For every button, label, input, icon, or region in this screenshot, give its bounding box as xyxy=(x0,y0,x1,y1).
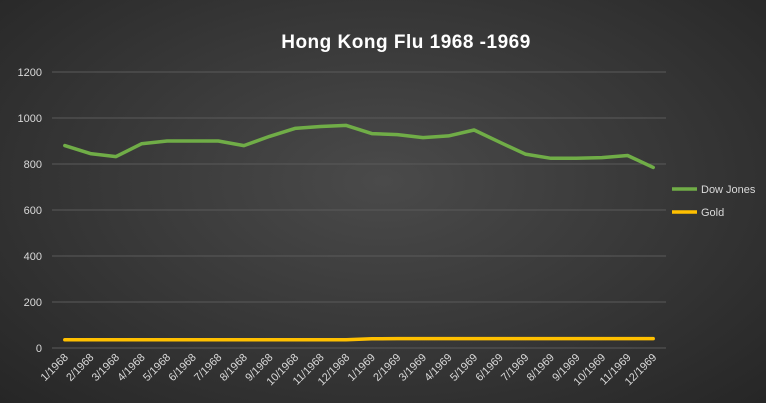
x-tick-label: 7/1968 xyxy=(192,352,224,384)
y-tick-label: 0 xyxy=(36,343,42,355)
x-tick-label: 2/1968 xyxy=(64,352,96,384)
legend-label: Gold xyxy=(701,207,724,219)
x-tick-label: 6/1969 xyxy=(474,352,506,384)
x-axis: 1/19682/19683/19684/19685/19686/19687/19… xyxy=(39,352,660,389)
x-tick-label: 6/1968 xyxy=(167,352,199,384)
x-tick-label: 3/1968 xyxy=(90,352,122,384)
y-tick-label: 200 xyxy=(24,297,42,309)
legend-label: Dow Jones xyxy=(701,184,756,196)
x-tick-label: 4/1969 xyxy=(422,352,454,384)
y-axis: 0 200 400 600 800 1000 1200 xyxy=(18,67,42,355)
x-tick-label: 8/1968 xyxy=(218,352,250,384)
y-tick-label: 400 xyxy=(24,251,42,263)
x-tick-label: 5/1968 xyxy=(141,352,173,384)
y-tick-label: 1000 xyxy=(18,113,42,125)
chart-title: Hong Kong Flu 1968 -1969 xyxy=(281,32,531,53)
x-tick-label: 1/1968 xyxy=(39,352,71,384)
y-tick-label: 800 xyxy=(24,159,42,171)
series-line-gold xyxy=(63,336,655,342)
x-tick-label: 7/1969 xyxy=(499,352,531,384)
legend: Dow Jones Gold xyxy=(672,184,756,219)
x-tick-label: 2/1969 xyxy=(371,352,403,384)
x-tick-label: 5/1969 xyxy=(448,352,480,384)
y-tick-label: 600 xyxy=(24,205,42,217)
x-tick-label: 1/1969 xyxy=(346,352,378,384)
series-line-dow-jones xyxy=(63,123,655,170)
x-tick-label: 3/1969 xyxy=(397,352,429,384)
series-lines xyxy=(63,123,655,342)
gridlines xyxy=(52,71,666,349)
x-tick-label: 8/1969 xyxy=(525,352,557,384)
x-tick-label: 4/1968 xyxy=(115,352,147,384)
y-tick-label: 1200 xyxy=(18,67,42,79)
